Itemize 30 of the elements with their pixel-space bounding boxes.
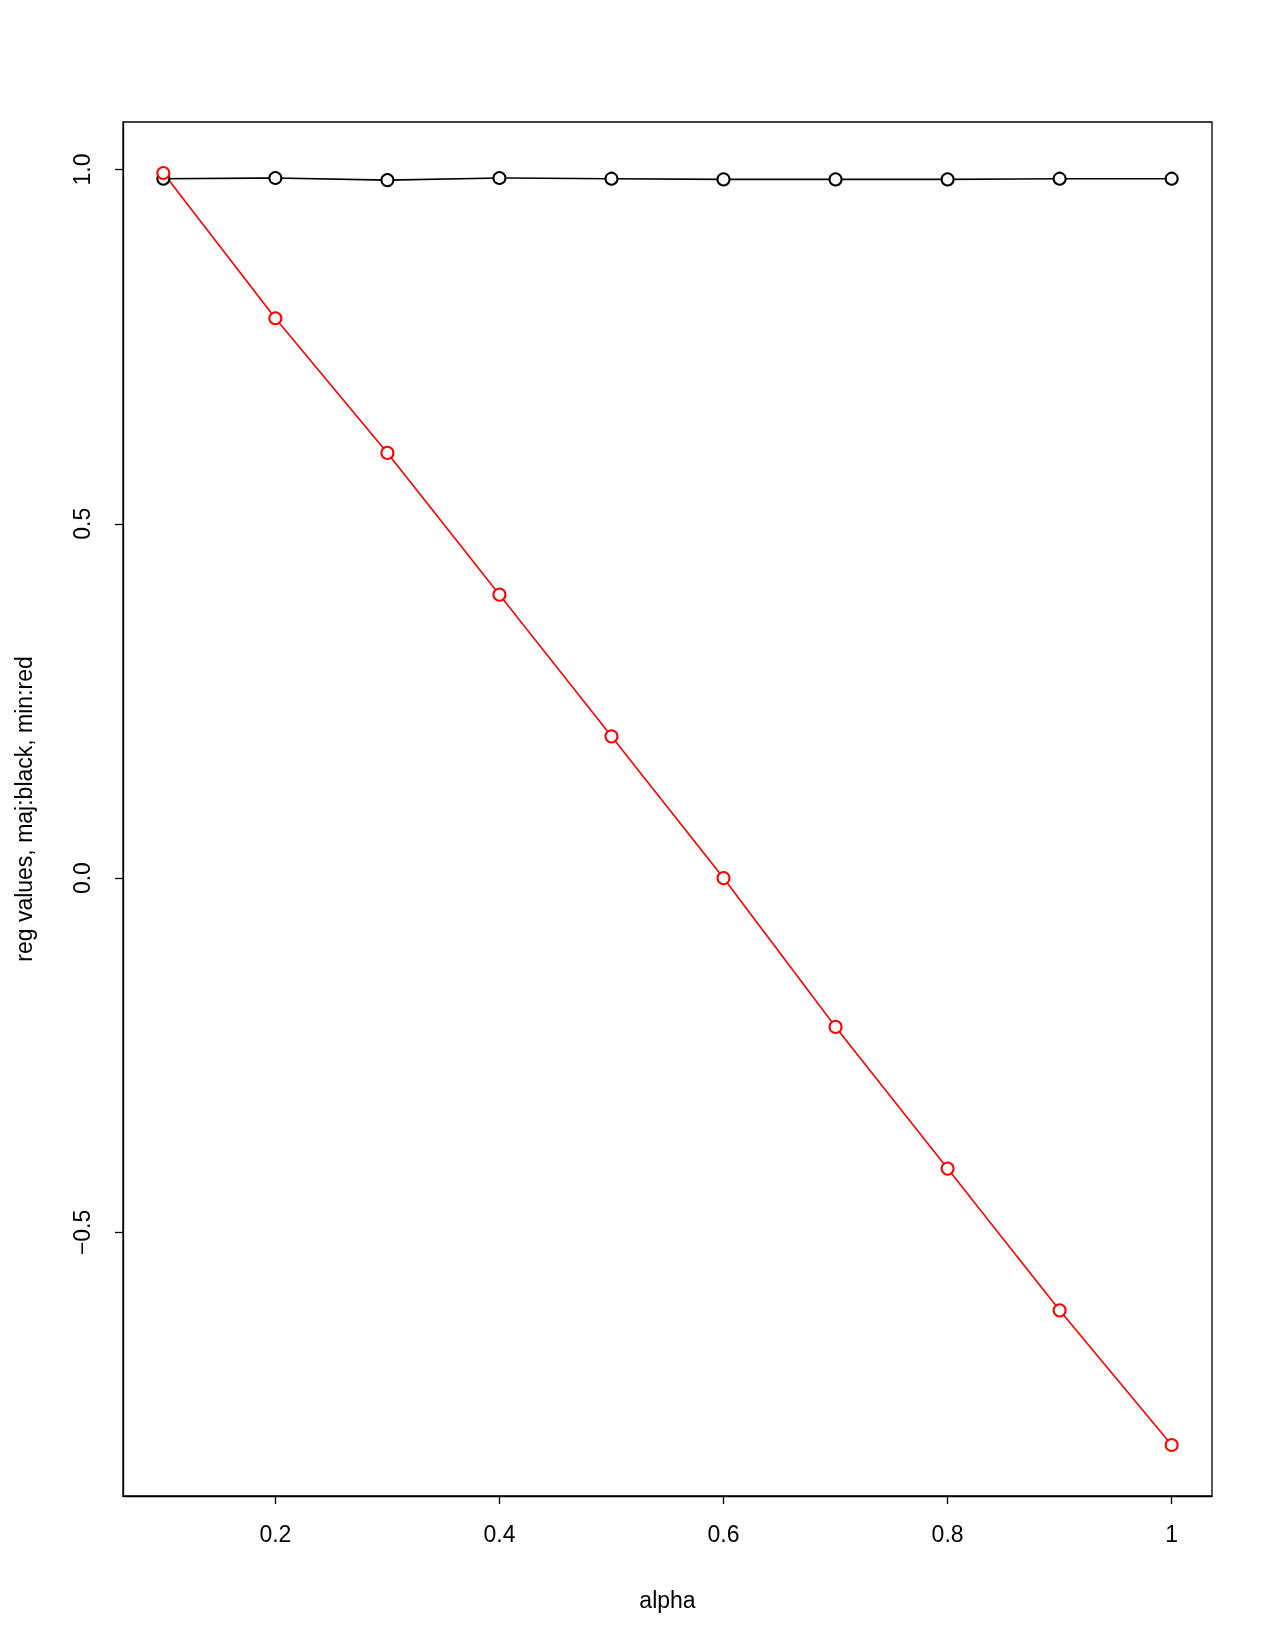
- point: [1052, 1303, 1067, 1318]
- point: [716, 172, 731, 187]
- point: [268, 311, 283, 326]
- point: [492, 587, 507, 602]
- point: [268, 170, 283, 185]
- point: [380, 173, 395, 188]
- x-tick-label: 1: [1165, 1520, 1179, 1547]
- x-tick-label: 0.8: [931, 1520, 964, 1547]
- point: [828, 172, 843, 187]
- point: [716, 871, 731, 886]
- x-tick-label: 0.4: [483, 1520, 516, 1547]
- y-tick-label: −0.5: [68, 1209, 95, 1256]
- x-tick-label: 0.6: [707, 1520, 740, 1547]
- point: [380, 445, 395, 460]
- x-axis-title: alpha: [639, 1586, 696, 1613]
- y-axis-title: reg values, maj:black, min:red: [10, 656, 37, 962]
- point: [940, 172, 955, 187]
- point: [828, 1019, 843, 1034]
- y-tick-label: 0.5: [68, 507, 95, 540]
- y-tick-label: 1.0: [68, 153, 95, 186]
- point: [940, 1161, 955, 1176]
- point: [156, 166, 171, 181]
- point: [1164, 171, 1179, 186]
- point: [492, 170, 507, 185]
- point: [604, 171, 619, 186]
- y-tick-label: 0.0: [68, 862, 95, 895]
- x-tick-label: 0.2: [259, 1520, 292, 1547]
- point: [1052, 171, 1067, 186]
- point: [1164, 1437, 1179, 1452]
- point: [604, 729, 619, 744]
